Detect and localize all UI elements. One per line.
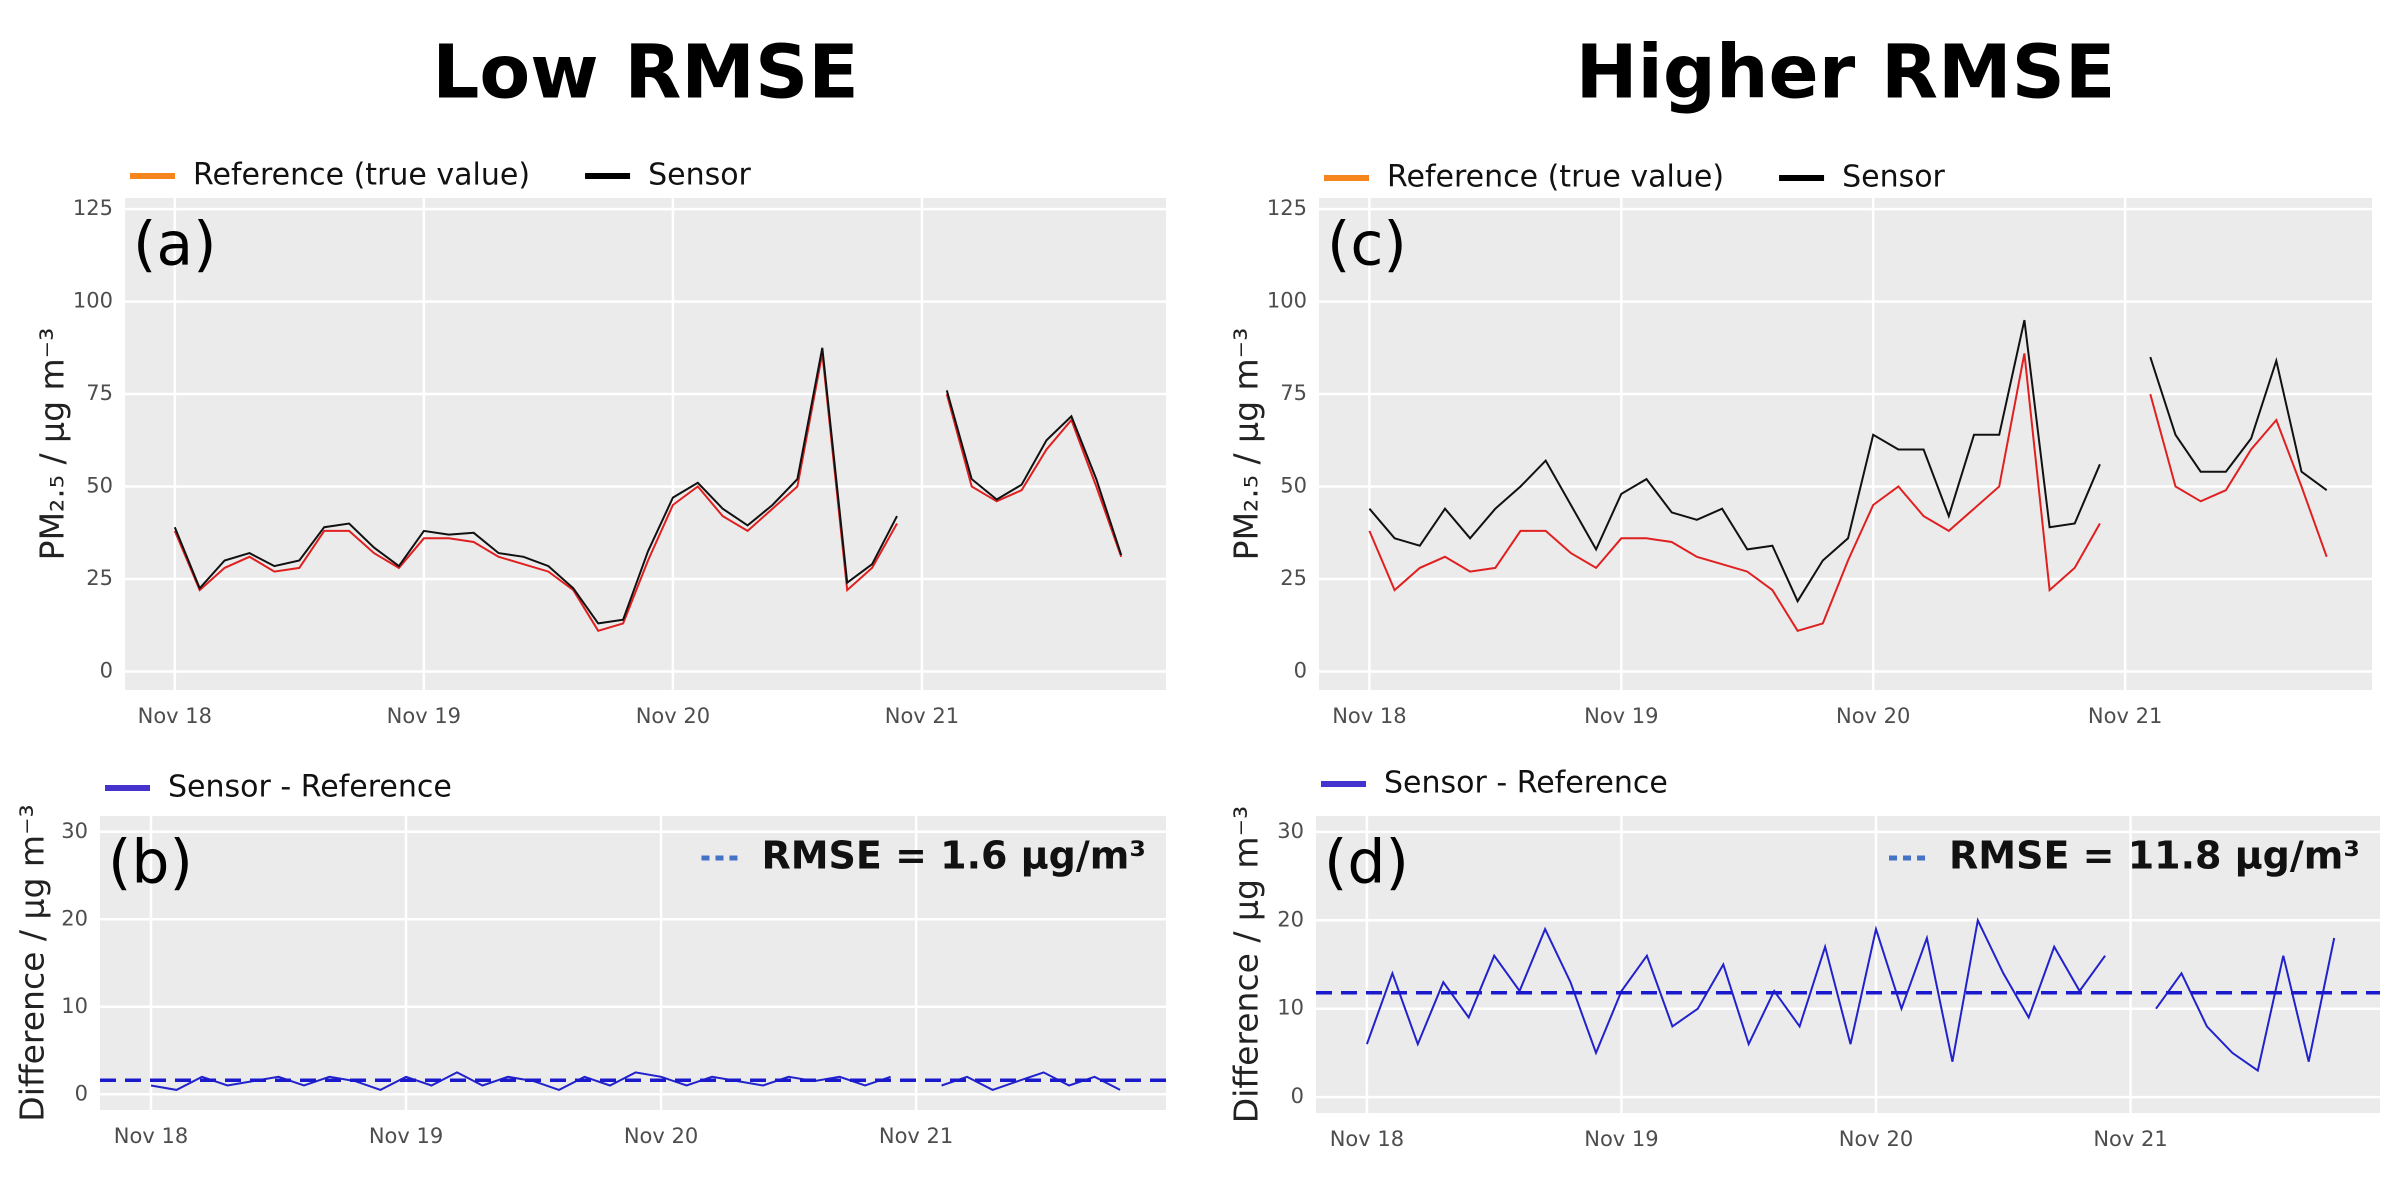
y-axis-label: Difference / µg m⁻³: [13, 804, 52, 1121]
y-tick-label: 10: [1277, 996, 1304, 1020]
y-tick-label: 125: [1267, 196, 1307, 220]
plot-background: [100, 816, 1166, 1110]
y-tick-label: 10: [61, 994, 88, 1018]
y-tick-label: 30: [61, 819, 88, 843]
x-tick-label: Nov 21: [2093, 1127, 2167, 1151]
data-line: [173, 353, 1123, 632]
y-tick-label: 25: [86, 566, 113, 590]
x-tick-label: Nov 20: [1836, 704, 1910, 728]
legend-label: Sensor - Reference: [1384, 766, 1668, 801]
data-line: [1368, 353, 2328, 632]
panel-label: (b): [108, 828, 193, 898]
x-tick-label: Nov 18: [138, 704, 212, 728]
legend-label: Sensor: [1842, 160, 1945, 195]
y-tick-label: 75: [1280, 381, 1307, 405]
chart-title: Higher RMSE: [1576, 30, 2116, 116]
y-tick-label: 20: [61, 906, 88, 930]
x-tick-label: Nov 21: [885, 704, 959, 728]
y-axis-label: PM₂.₅ / µg m⁻³: [1227, 328, 1266, 561]
plot-background: [125, 198, 1166, 690]
x-tick-label: Nov 20: [624, 1124, 698, 1148]
x-tick-label: Nov 21: [879, 1124, 953, 1148]
chart-title: Low RMSE: [432, 30, 859, 116]
panel-label: (d): [1324, 828, 1409, 898]
y-tick-label: 30: [1277, 819, 1304, 843]
x-tick-label: Nov 20: [1839, 1127, 1913, 1151]
rmse-annotation: RMSE = 11.8 µg/m³: [1949, 834, 2360, 878]
x-tick-label: Nov 18: [114, 1124, 188, 1148]
legend-label: Sensor - Reference: [168, 770, 452, 805]
y-tick-label: 75: [86, 381, 113, 405]
y-axis-label: PM₂.₅ / µg m⁻³: [33, 328, 72, 561]
legend-label: Sensor: [648, 158, 751, 193]
y-axis-label: Difference / µg m⁻³: [1227, 806, 1266, 1123]
data-line: [173, 347, 1123, 625]
x-tick-label: Nov 19: [1584, 704, 1658, 728]
x-tick-label: Nov 19: [1584, 1127, 1658, 1151]
rmse-annotation: RMSE = 1.6 µg/m³: [761, 834, 1146, 878]
legend-label: Reference (true value): [1387, 160, 1724, 195]
legend-label: Reference (true value): [193, 158, 530, 193]
x-tick-label: Nov 18: [1330, 1127, 1404, 1151]
panel-label: (c): [1327, 210, 1407, 280]
y-tick-label: 50: [86, 474, 113, 498]
x-tick-label: Nov 18: [1332, 704, 1406, 728]
data-line: [1365, 917, 2336, 1073]
panel-label: (a): [133, 210, 217, 280]
y-tick-label: 25: [1280, 566, 1307, 590]
y-tick-label: 0: [75, 1081, 88, 1105]
plot-background: [1319, 198, 2372, 690]
y-tick-label: 100: [73, 289, 113, 313]
y-tick-label: 100: [1267, 289, 1307, 313]
y-tick-label: 0: [100, 659, 113, 683]
y-tick-label: 50: [1280, 474, 1307, 498]
plot-background: [1316, 816, 2380, 1113]
x-tick-label: Nov 19: [369, 1124, 443, 1148]
y-tick-label: 0: [1291, 1084, 1304, 1108]
x-tick-label: Nov 19: [387, 704, 461, 728]
y-tick-label: 0: [1294, 659, 1307, 683]
x-tick-label: Nov 21: [2088, 704, 2162, 728]
y-tick-label: 125: [73, 196, 113, 220]
data-line: [150, 1071, 1121, 1091]
y-tick-label: 20: [1277, 907, 1304, 931]
data-line: [1368, 319, 2328, 604]
x-tick-label: Nov 20: [636, 704, 710, 728]
